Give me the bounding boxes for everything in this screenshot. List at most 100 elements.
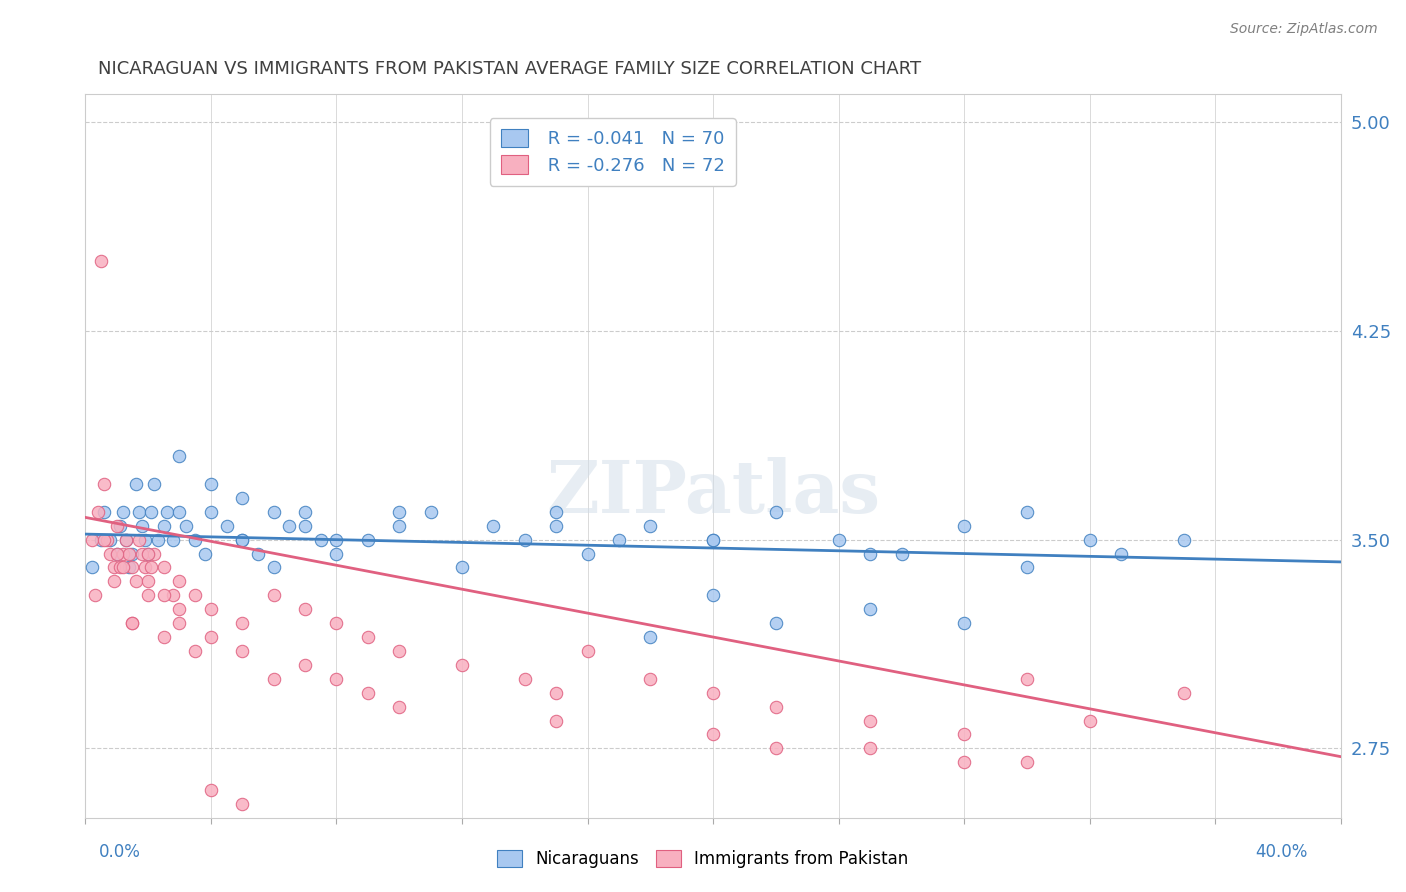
Point: [546, 686, 568, 700]
Point: [141, 505, 163, 519]
Point: [513, 672, 536, 686]
Point: [118, 547, 141, 561]
Point: [357, 630, 380, 644]
Point: [953, 518, 976, 533]
Point: [146, 533, 169, 547]
Text: 40.0%: 40.0%: [1256, 843, 1308, 861]
Point: [859, 741, 882, 756]
Point: [200, 630, 222, 644]
Point: [357, 533, 380, 547]
Point: [169, 602, 191, 616]
Point: [200, 602, 222, 616]
Point: [105, 547, 128, 561]
Point: [765, 699, 787, 714]
Legend: Nicaraguans, Immigrants from Pakistan: Nicaraguans, Immigrants from Pakistan: [491, 843, 915, 875]
Point: [388, 505, 411, 519]
Point: [1173, 533, 1195, 547]
Point: [1173, 686, 1195, 700]
Point: [143, 477, 166, 491]
Point: [111, 505, 134, 519]
Point: [111, 560, 134, 574]
Point: [828, 533, 851, 547]
Point: [388, 699, 411, 714]
Point: [184, 644, 207, 658]
Point: [246, 547, 269, 561]
Point: [131, 547, 153, 561]
Point: [100, 533, 122, 547]
Point: [953, 756, 976, 770]
Point: [702, 686, 724, 700]
Point: [90, 533, 112, 547]
Point: [121, 616, 143, 631]
Text: NICARAGUAN VS IMMIGRANTS FROM PAKISTAN AVERAGE FAMILY SIZE CORRELATION CHART: NICARAGUAN VS IMMIGRANTS FROM PAKISTAN A…: [98, 60, 921, 78]
Point: [294, 657, 316, 672]
Point: [169, 505, 191, 519]
Point: [702, 533, 724, 547]
Point: [80, 560, 103, 574]
Point: [134, 533, 156, 547]
Point: [87, 505, 110, 519]
Point: [200, 477, 222, 491]
Point: [128, 533, 150, 547]
Point: [953, 727, 976, 741]
Point: [388, 644, 411, 658]
Point: [80, 533, 103, 547]
Text: Source: ZipAtlas.com: Source: ZipAtlas.com: [1230, 22, 1378, 37]
Point: [576, 547, 599, 561]
Point: [1017, 560, 1039, 574]
Point: [294, 602, 316, 616]
Point: [103, 574, 125, 589]
Point: [1017, 672, 1039, 686]
Point: [451, 657, 474, 672]
Point: [546, 714, 568, 728]
Point: [93, 477, 115, 491]
Point: [118, 560, 141, 574]
Point: [124, 477, 146, 491]
Point: [108, 560, 131, 574]
Point: [294, 518, 316, 533]
Point: [325, 616, 347, 631]
Point: [156, 505, 179, 519]
Point: [141, 560, 163, 574]
Point: [115, 533, 138, 547]
Point: [169, 449, 191, 463]
Point: [105, 547, 128, 561]
Point: [93, 505, 115, 519]
Point: [169, 574, 191, 589]
Point: [640, 630, 662, 644]
Point: [309, 533, 332, 547]
Point: [765, 616, 787, 631]
Point: [136, 547, 159, 561]
Point: [215, 518, 238, 533]
Point: [890, 547, 912, 561]
Point: [702, 533, 724, 547]
Point: [765, 505, 787, 519]
Point: [231, 533, 253, 547]
Point: [640, 518, 662, 533]
Point: [1078, 533, 1101, 547]
Legend:  R = -0.041   N = 70,  R = -0.276   N = 72: R = -0.041 N = 70, R = -0.276 N = 72: [489, 118, 735, 186]
Point: [152, 588, 174, 602]
Point: [83, 588, 105, 602]
Point: [136, 588, 159, 602]
Point: [152, 560, 174, 574]
Point: [124, 574, 146, 589]
Point: [200, 505, 222, 519]
Point: [105, 518, 128, 533]
Point: [121, 547, 143, 561]
Point: [231, 616, 253, 631]
Point: [388, 518, 411, 533]
Point: [294, 505, 316, 519]
Text: ZIPatlas: ZIPatlas: [546, 457, 880, 528]
Point: [152, 518, 174, 533]
Point: [231, 491, 253, 505]
Point: [263, 588, 285, 602]
Point: [1017, 756, 1039, 770]
Point: [859, 602, 882, 616]
Point: [184, 588, 207, 602]
Point: [1017, 505, 1039, 519]
Point: [1109, 547, 1132, 561]
Point: [134, 560, 156, 574]
Point: [765, 741, 787, 756]
Point: [325, 672, 347, 686]
